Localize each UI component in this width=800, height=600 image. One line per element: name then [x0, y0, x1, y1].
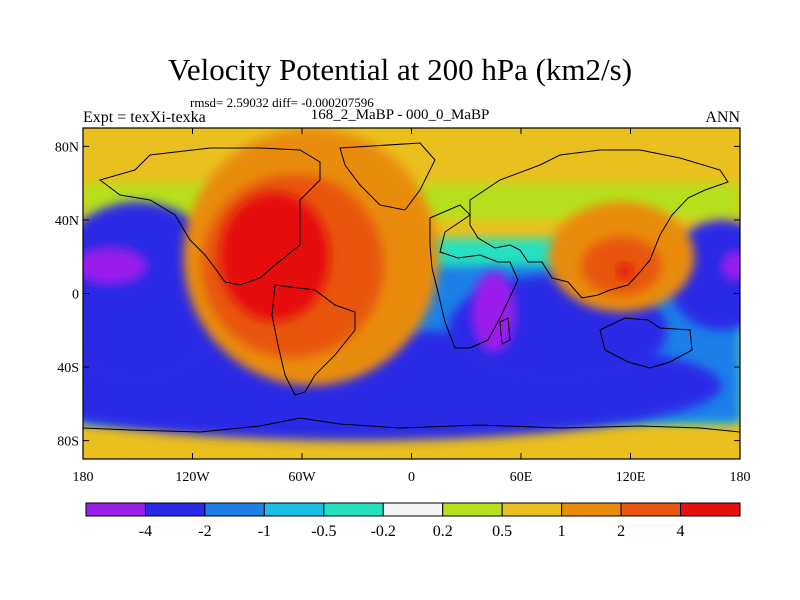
- colorbar-swatch-7: [501, 502, 563, 517]
- x-tick-label-2: 60W: [288, 470, 316, 485]
- colorbar-swatch-10: [680, 502, 741, 517]
- colorbar-label-9: 4: [677, 523, 685, 540]
- coastline-madagascar: [499, 317, 511, 345]
- contour-region-negative-east-core: [721, 251, 740, 281]
- x-tick-label-1: 120W: [175, 470, 210, 485]
- colorbar-swatch-1: [144, 502, 206, 517]
- colorbar-swatch-8: [561, 502, 622, 517]
- comparison-label: 168_2_MaBP - 000_0_MaBP: [310, 107, 490, 123]
- coastline-europe-africa: [429, 204, 519, 349]
- colorbar-label-0: -4: [139, 523, 152, 540]
- colorbar-swatch-9: [620, 502, 682, 517]
- plot-area: [83, 128, 740, 459]
- colorbar-swatch-2: [204, 502, 265, 517]
- x-tick-label-5: 120E: [616, 470, 646, 485]
- colorbar-label-7: 1: [558, 523, 566, 540]
- x-tick-label-4: 60E: [510, 470, 533, 485]
- colorbar-swatch-6: [442, 502, 503, 517]
- colorbar-swatch-4: [323, 502, 384, 517]
- coastline-australia: [599, 317, 693, 369]
- contour-region-negative-africa-core: [471, 271, 516, 353]
- chart-title: Velocity Potential at 200 hPa (km2/s): [167, 52, 633, 87]
- contour-region-positive-americas-core: [219, 192, 330, 322]
- coastline-antarctica: [83, 417, 740, 433]
- continent-outlines: [83, 142, 740, 433]
- coastline-north-america: [98, 147, 321, 286]
- coastline-eurasia: [469, 149, 729, 299]
- y-tick-label-3: 40S: [57, 361, 79, 376]
- colorbar-label-1: -2: [198, 523, 211, 540]
- colorbar-swatch-5: [382, 502, 444, 517]
- axes: 180 120W 60W 0 60E 120E 180 80N 40N 0 40S 80S: [55, 127, 751, 485]
- y-tick-label-4: 80S: [57, 435, 79, 450]
- x-tick-label-6: 180: [730, 470, 751, 485]
- colorbar-label-5: 0.2: [433, 523, 453, 540]
- colorbar-label-8: 2: [617, 523, 625, 540]
- y-tick-label-0: 80N: [55, 140, 79, 155]
- coastline-greenland: [339, 142, 436, 211]
- colorbar-label-2: -1: [258, 523, 271, 540]
- colorbar-swatch-3: [263, 502, 325, 517]
- colorbar-label-4: -0.2: [371, 523, 396, 540]
- y-tick-label-2: 0: [72, 288, 79, 303]
- colorbar: -4 -2 -1 -0.5 -0.2 0.2 0.5 1 2 4: [85, 502, 741, 540]
- y-tick-label-1: 40N: [55, 214, 79, 229]
- x-tick-label-3: 0: [408, 470, 415, 485]
- colorbar-label-6: 0.5: [492, 523, 512, 540]
- contour-region-positive-asia-core: [617, 264, 633, 279]
- colorbar-label-3: -0.5: [311, 523, 336, 540]
- season-label: ANN: [705, 109, 740, 126]
- stats-label: rmsd= 2.59032 diff= -0.000207596: [190, 95, 374, 110]
- x-tick-label-0: 180: [73, 470, 94, 485]
- contour-region-negative-pacific-core: [83, 247, 147, 285]
- colorbar-swatch-0: [85, 502, 146, 517]
- coastline-south-america: [271, 284, 356, 396]
- experiment-label: Expt = texXi-texka: [83, 109, 206, 126]
